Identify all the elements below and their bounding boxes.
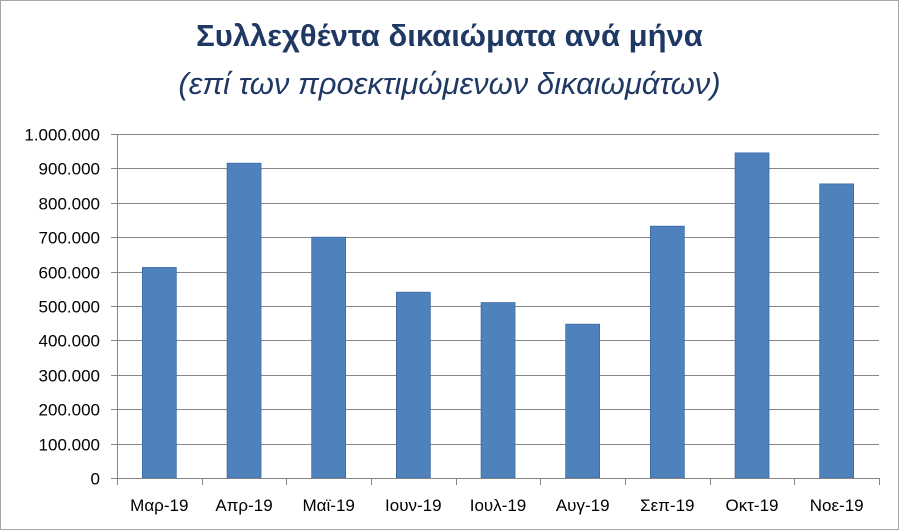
y-tick-label: 400.000 [39,332,100,351]
axes [111,134,880,485]
y-tick-label: 200.000 [39,401,100,420]
bar-Μαϊ-19 [311,236,347,479]
bar-Απρ-19 [226,162,262,479]
y-tick-label: 0 [91,470,100,489]
x-tick-label: Αυγ-19 [556,496,610,515]
bar-Νοε-19 [819,183,855,479]
bar-Οκτ-19 [734,152,770,479]
chart-title: Συλλεχθέντα δικαιώματα ανά μήνα [196,18,703,53]
x-tick-label: Ιουν-19 [385,496,442,515]
y-tick-label: 100.000 [39,436,100,455]
tick-labels: 0 100.000 200.000 300.000 400.000 500.000 600.… [24,126,863,516]
y-tick-label: 300.000 [39,367,100,386]
y-tick-label: 500.000 [39,298,100,317]
bar-Μαρ-19 [141,267,177,479]
x-tick-label: Νοε-19 [810,496,864,515]
x-tick-label: Σεπ-19 [640,496,694,515]
bars [141,152,855,479]
bar-Ιουλ-19 [480,302,516,479]
x-tick-label: Μαϊ-19 [303,496,355,515]
x-tick-label: Απρ-19 [215,496,272,515]
y-tick-label: 800.000 [39,195,100,214]
y-tick-label: 700.000 [39,229,100,248]
bar-Ιουν-19 [395,291,431,479]
y-tick-label: 900.000 [39,160,100,179]
x-tick-label: Ιουλ-19 [470,496,527,515]
bar-Σεπ-19 [650,225,685,479]
bar-Αυγ-19 [565,323,601,479]
y-tick-label: 1.000.000 [24,126,100,145]
chart-subtitle: (επί των προεκτιμώμενων δικαιωμάτων) [178,66,721,101]
y-tick-label: 600.000 [39,264,100,283]
x-tick-label: Οκτ-19 [725,496,778,515]
x-tick-label: Μαρ-19 [130,496,188,515]
